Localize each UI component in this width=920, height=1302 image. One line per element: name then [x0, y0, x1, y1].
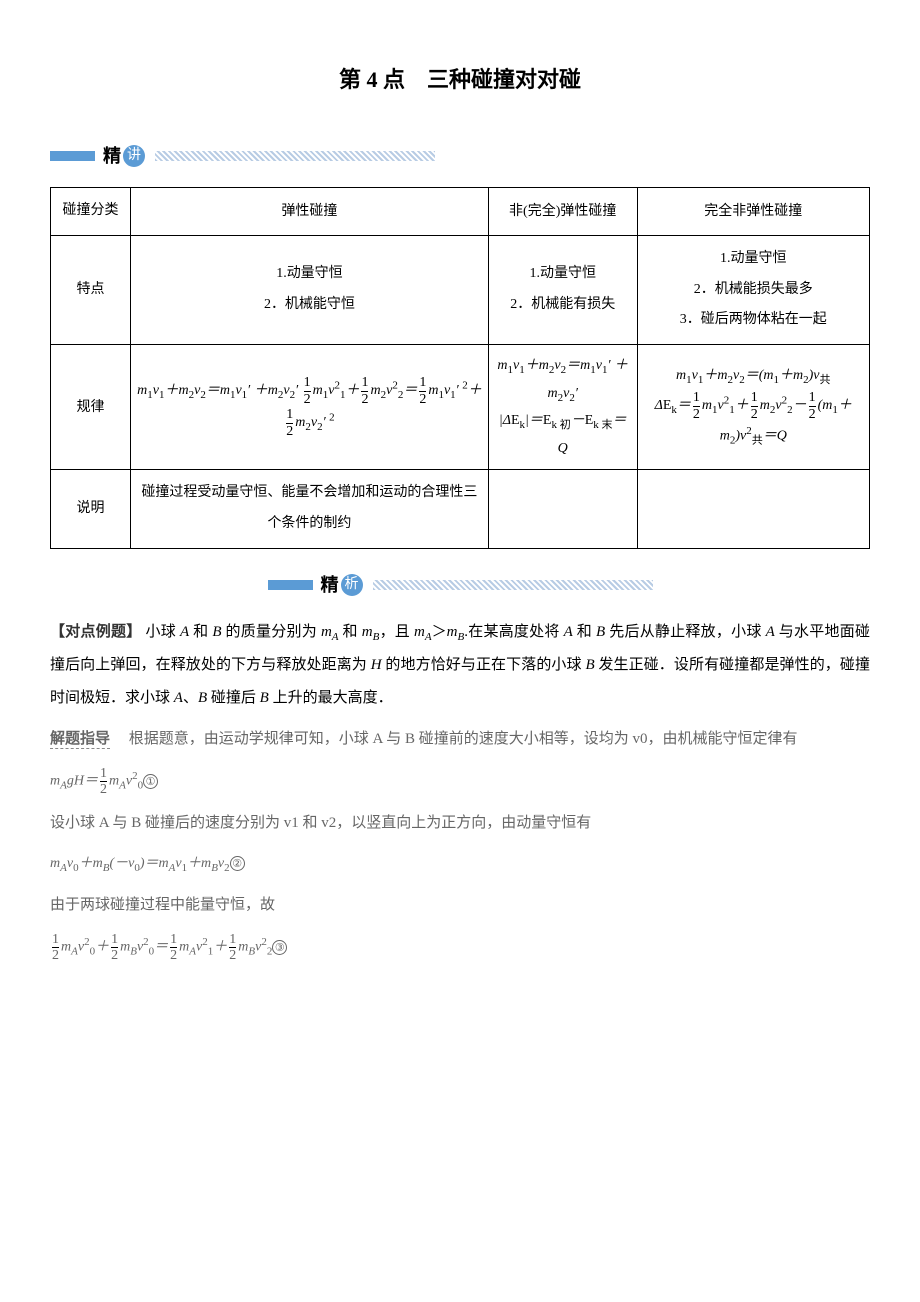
feature-line: 1.动量守恒 [644, 244, 863, 275]
solution-line2: 设小球 A 与 B 碰撞后的速度分别为 v1 和 v2，以竖直向上为正方向，由动… [50, 805, 870, 841]
cell-feature-perfinelastic: 1.动量守恒 2．机械能损失最多 3．碰后两物体粘在一起 [637, 235, 869, 344]
solution-line3: 由于两球碰撞过程中能量守恒，故 [50, 887, 870, 923]
hatch-bar-icon [373, 580, 653, 590]
cell-law-elastic: m1v1＋m2v2＝m1v1′ ＋m2v2′ 12m1v21＋12m2v22＝1… [131, 345, 489, 470]
feature-line: 2．机械能守恒 [137, 290, 482, 321]
cell-note-inelastic [488, 470, 637, 549]
example-label: 【对点例题】 [50, 624, 141, 640]
feature-line: 2．机械能损失最多 [644, 275, 863, 306]
equation-1: mAgH＝12mAv20① [50, 763, 870, 799]
cell-note-perfinelastic [637, 470, 869, 549]
example-text: 小球 A 和 B 的质量分别为 mA 和 mB，且 mA＞mB.在某高度处将 A… [50, 624, 870, 706]
cell-category-header: 碰撞分类 [51, 187, 131, 235]
solution-label: 解题指导 [50, 731, 110, 749]
equation-3: 12mAv20＋12mBv20＝12mAv21＋12mBv22③ [50, 929, 870, 965]
label-text: 精 [321, 569, 339, 601]
circle-char-icon: 讲 [123, 145, 145, 167]
feature-line: 3．碰后两物体粘在一起 [644, 305, 863, 336]
cell-elastic: 弹性碰撞 [131, 187, 489, 235]
cell-feature-header: 特点 [51, 235, 131, 344]
section-label: 精 析 [321, 569, 363, 601]
cell-note-header: 说明 [51, 470, 131, 549]
page-title: 第 4 点 三种碰撞对对碰 [50, 60, 870, 100]
section-header-jingjang: 精 讲 [50, 140, 870, 172]
feature-line: 2．机械能有损失 [495, 290, 631, 321]
cell-law-inelastic: m1v1＋m2v2＝m1v1′ ＋m2v2′ |ΔEk|＝Ek 初－Ek 末＝Q [488, 345, 637, 470]
section-label: 精 讲 [103, 140, 145, 172]
hatch-bar-icon [155, 151, 435, 161]
cell-note-elastic: 碰撞过程受动量守恒、能量不会增加和运动的合理性三个条件的制约 [131, 470, 489, 549]
blue-bar-icon [50, 151, 95, 161]
feature-line: 1.动量守恒 [137, 259, 482, 290]
table-row: 说明 碰撞过程受动量守恒、能量不会增加和运动的合理性三个条件的制约 [51, 470, 870, 549]
solution-intro-text: 根据题意，由运动学规律可知，小球 A 与 B 碰撞前的速度大小相等，设均为 v0… [129, 731, 798, 747]
cell-feature-elastic: 1.动量守恒 2．机械能守恒 [131, 235, 489, 344]
label-text: 精 [103, 140, 121, 172]
cell-law-header: 规律 [51, 345, 131, 470]
feature-line: 1.动量守恒 [495, 259, 631, 290]
cell-law-perfinelastic: m1v1＋m2v2＝(m1＋m2)v共 ΔEk＝12m1v21＋12m2v22－… [637, 345, 869, 470]
example-paragraph: 【对点例题】 小球 A 和 B 的质量分别为 mA 和 mB，且 mA＞mB.在… [50, 616, 870, 715]
table-row: 碰撞分类 弹性碰撞 非(完全)弹性碰撞 完全非弹性碰撞 [51, 187, 870, 235]
table-row: 规律 m1v1＋m2v2＝m1v1′ ＋m2v2′ 12m1v21＋12m2v2… [51, 345, 870, 470]
equation-2: mAv0＋mB(－v0)＝mAv1＋mBv2② [50, 847, 870, 881]
blue-bar-icon [268, 580, 313, 590]
collision-table: 碰撞分类 弹性碰撞 非(完全)弹性碰撞 完全非弹性碰撞 特点 1.动量守恒 2．… [50, 187, 870, 549]
table-row: 特点 1.动量守恒 2．机械能守恒 1.动量守恒 2．机械能有损失 1.动量守恒… [51, 235, 870, 344]
cell-inelastic: 非(完全)弹性碰撞 [488, 187, 637, 235]
cell-feature-inelastic: 1.动量守恒 2．机械能有损失 [488, 235, 637, 344]
circle-char-icon: 析 [341, 574, 363, 596]
section-header-jingxi: 精 析 [50, 569, 870, 601]
solution-block: 解题指导 根据题意，由运动学规律可知，小球 A 与 B 碰撞前的速度大小相等，设… [50, 721, 870, 965]
solution-intro: 解题指导 根据题意，由运动学规律可知，小球 A 与 B 碰撞前的速度大小相等，设… [50, 721, 870, 757]
cell-perfectly-inelastic: 完全非弹性碰撞 [637, 187, 869, 235]
